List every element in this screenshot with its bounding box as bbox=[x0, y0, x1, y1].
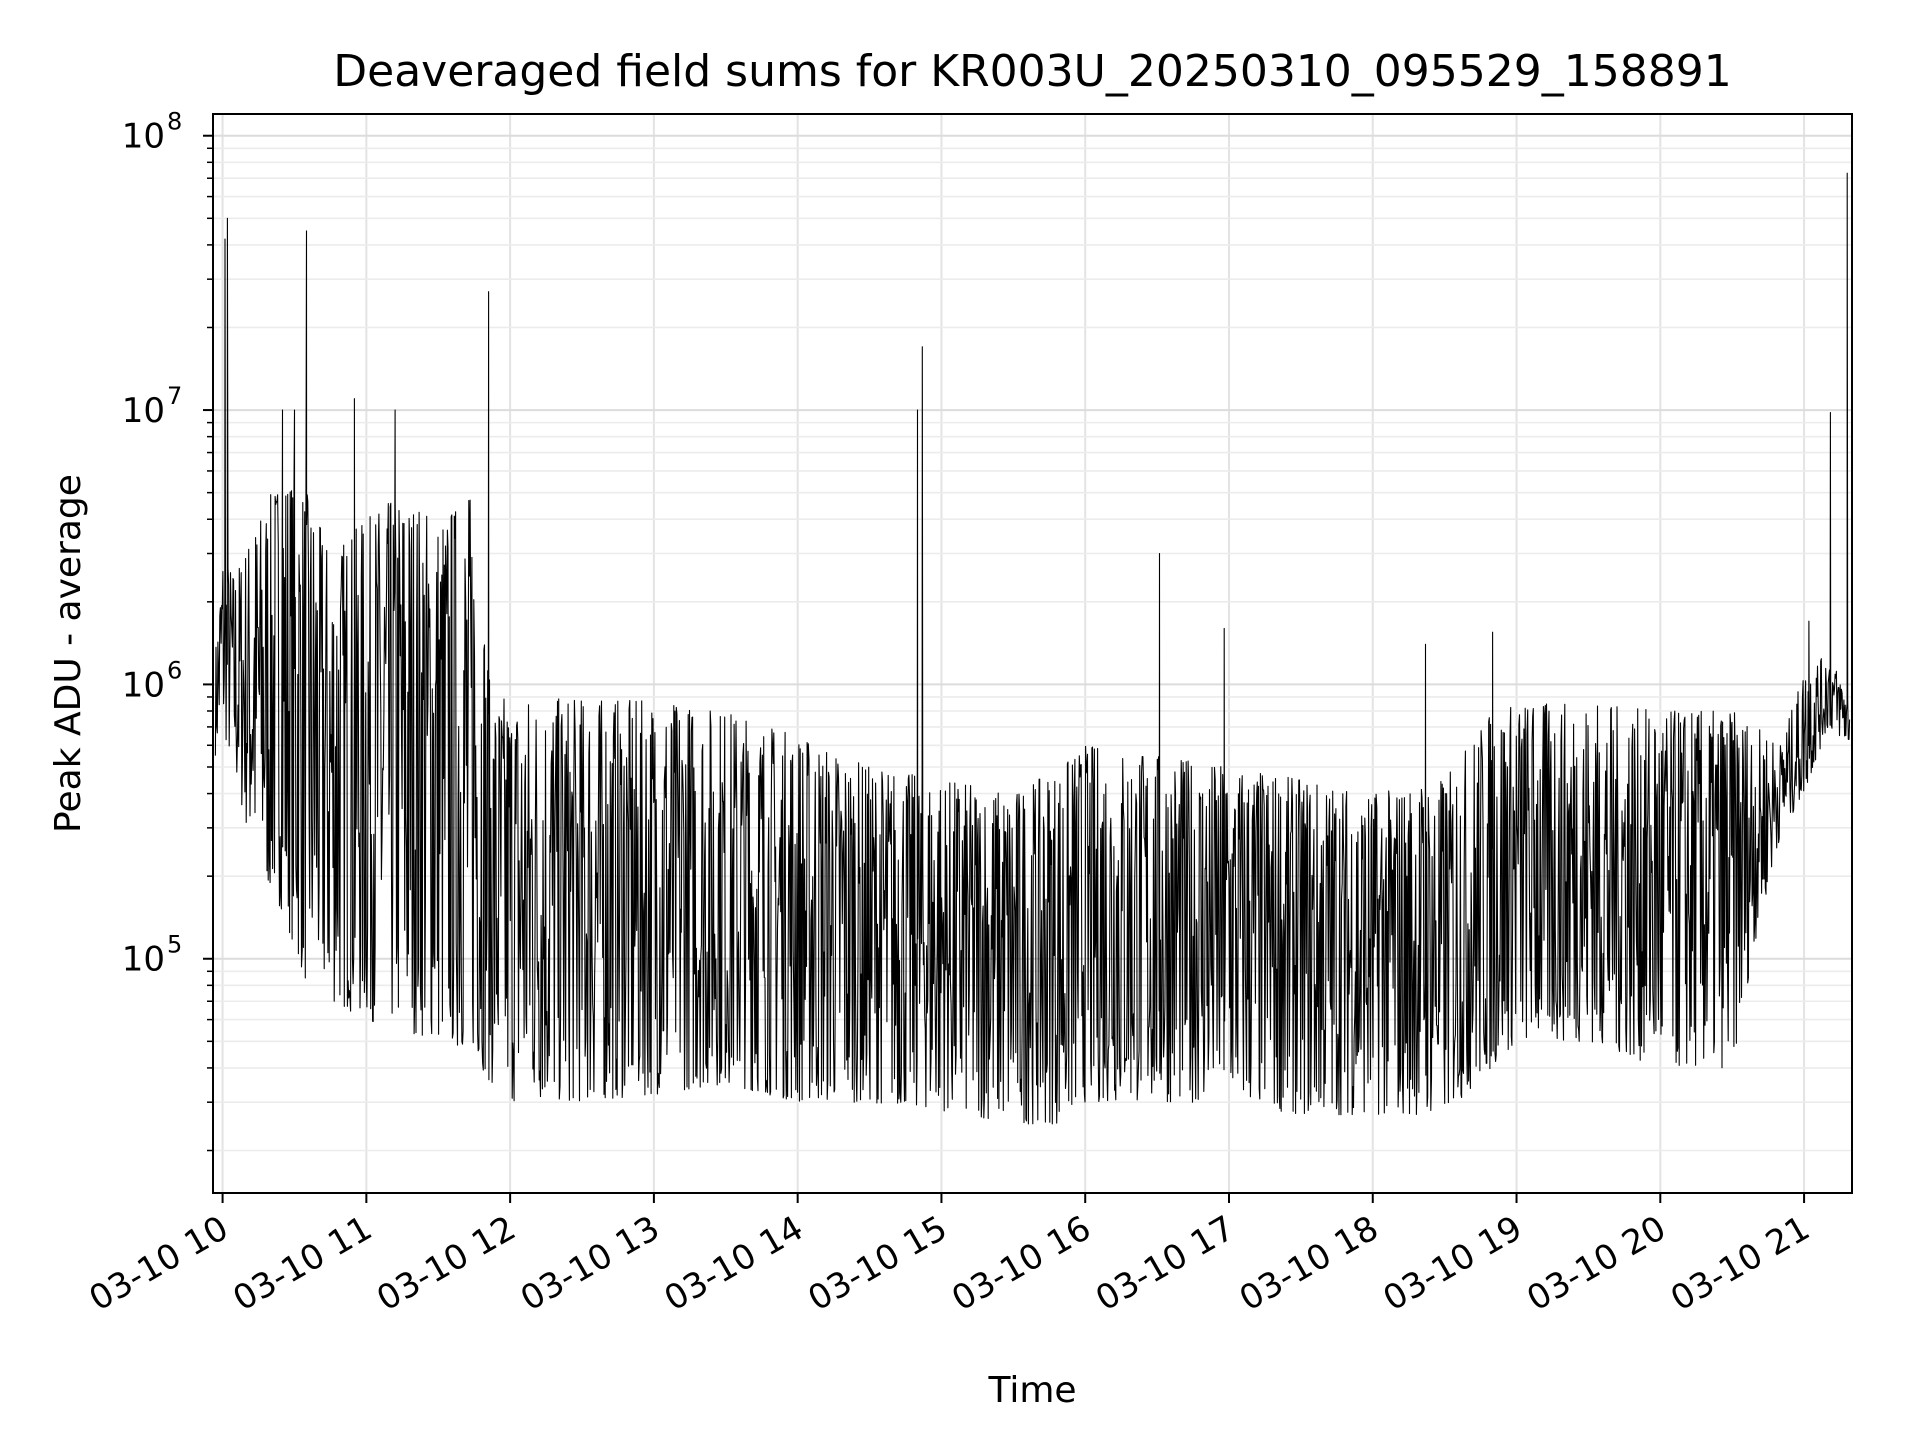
y-axis-label: Peak ADU - average bbox=[48, 474, 89, 833]
y-tick-exponent: 7 bbox=[167, 382, 182, 410]
y-tick-label: 10 bbox=[122, 665, 165, 705]
axes-frame bbox=[212, 113, 1853, 1194]
plot-area bbox=[214, 172, 1851, 1125]
y-tick-exponent: 8 bbox=[167, 108, 182, 136]
series-line bbox=[214, 172, 1851, 1125]
x-axis-label: Time bbox=[987, 1370, 1076, 1411]
y-tick-label: 10 bbox=[122, 391, 165, 431]
y-tick-label: 10 bbox=[122, 117, 165, 157]
chart-title: Deaveraged field sums for KR003U_2025031… bbox=[333, 46, 1731, 97]
y-tick-exponent: 6 bbox=[167, 656, 182, 684]
y-tick-exponent: 5 bbox=[167, 931, 182, 959]
y-tick-label: 10 bbox=[122, 940, 165, 980]
